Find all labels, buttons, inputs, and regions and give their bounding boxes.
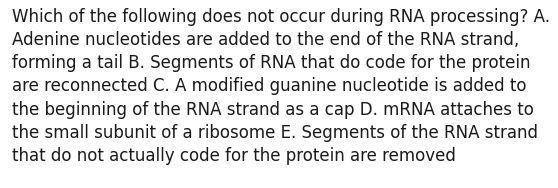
Text: Which of the following does not occur during RNA processing? A.
Adenine nucleoti: Which of the following does not occur du… <box>12 8 550 165</box>
